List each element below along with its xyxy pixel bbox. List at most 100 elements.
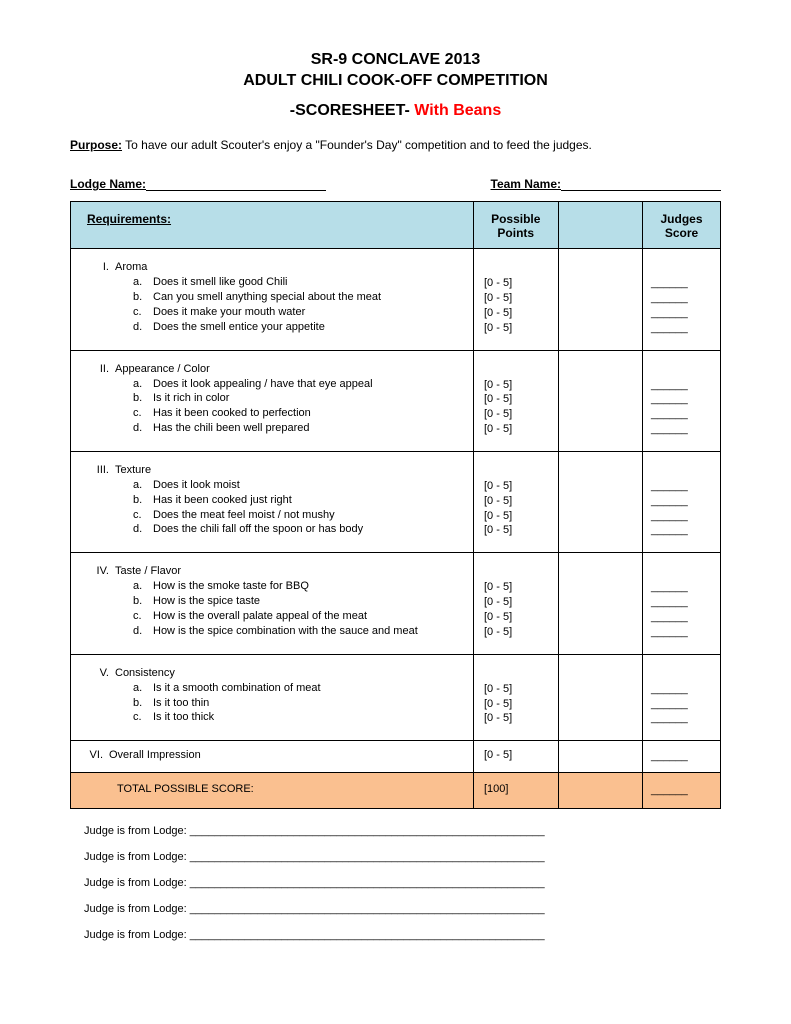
- header-judges-score: Judges Score: [643, 202, 721, 249]
- sub-letter: b.: [133, 594, 153, 609]
- sub-letter: c.: [133, 508, 153, 523]
- judge-label: Judge is from Lodge:: [84, 877, 190, 889]
- subtitle-prefix: -SCORESHEET-: [290, 102, 414, 119]
- sub-letter: c.: [133, 609, 153, 624]
- sub-item: c.How is the overall palate appeal of th…: [133, 609, 463, 624]
- roman-numeral: IV.: [87, 565, 115, 577]
- score-table: Requirements: Possible Points Judges Sco…: [70, 201, 721, 809]
- sub-item: b.Is it too thin: [133, 696, 463, 711]
- score-blank: ______: [651, 625, 714, 640]
- page: SR-9 CONCLAVE 2013 ADULT CHILI COOK-OFF …: [0, 0, 791, 995]
- sub-item: c.Does the meat feel moist / not mushy: [133, 508, 463, 523]
- sub-item: b.Has it been cooked just right: [133, 493, 463, 508]
- sub-text: Does the meat feel moist / not mushy: [153, 508, 335, 523]
- sub-item: d.Does the chili fall off the spoon or h…: [133, 522, 463, 537]
- sub-list: a.How is the smoke taste for BBQb.How is…: [87, 579, 463, 638]
- sub-text: Does it look moist: [153, 478, 240, 493]
- score-blank: ______: [651, 711, 714, 726]
- gap-cell: [558, 654, 643, 741]
- sub-item: a.Does it smell like good Chili: [133, 275, 463, 290]
- roman-numeral: II.: [87, 363, 115, 375]
- purpose: Purpose: To have our adult Scouter's enj…: [70, 138, 721, 154]
- requirement-cell: I.Aromaa.Does it smell like good Chilib.…: [71, 249, 474, 350]
- judge-line: Judge is from Lodge: ___________________…: [70, 825, 721, 837]
- points-range: [0 - 5]: [484, 479, 552, 494]
- section-row: V.Consistency a.Is it a smooth combinatio…: [71, 654, 721, 741]
- requirement-cell: V.Consistency a.Is it a smooth combinatio…: [71, 654, 474, 741]
- sub-text: Has it been cooked to perfection: [153, 406, 311, 421]
- requirement-cell: II.Appearance / Colora.Does it look appe…: [71, 350, 474, 451]
- points-cell: [0 - 5][0 - 5][0 - 5][0 - 5]: [474, 553, 559, 654]
- points-range: [0 - 5]: [484, 682, 552, 697]
- team-name-field: Team Name:: [491, 177, 721, 191]
- requirement-cell: VI.Overall Impression: [71, 741, 474, 773]
- judge-label: Judge is from Lodge:: [84, 929, 190, 941]
- sub-letter: a.: [133, 478, 153, 493]
- points-range: [0 - 5]: [484, 306, 552, 321]
- points-range: [0 - 5]: [484, 494, 552, 509]
- points-cell: [0 - 5][0 - 5][0 - 5]: [474, 654, 559, 741]
- requirement-cell: III.Texture a.Does it look moistb.Has it …: [71, 451, 474, 552]
- sub-item: a.How is the smoke taste for BBQ: [133, 579, 463, 594]
- judge-label: Judge is from Lodge:: [84, 903, 190, 915]
- sub-letter: c.: [133, 305, 153, 320]
- sub-letter: b.: [133, 696, 153, 711]
- title-block: SR-9 CONCLAVE 2013 ADULT CHILI COOK-OFF …: [70, 50, 721, 120]
- header-requirements: Requirements:: [71, 202, 474, 249]
- section-row-overall: VI.Overall Impression [0 - 5] ______: [71, 741, 721, 773]
- points-range: [0 - 5]: [484, 321, 552, 336]
- sub-letter: d.: [133, 421, 153, 436]
- sub-letter: d.: [133, 320, 153, 335]
- sub-text: Does the chili fall off the spoon or has…: [153, 522, 363, 537]
- sub-item: b.Is it rich in color: [133, 391, 463, 406]
- points-range: [0 - 5]: [484, 625, 552, 640]
- subtitle: -SCORESHEET- With Beans: [70, 102, 721, 120]
- gap-cell: [558, 350, 643, 451]
- sub-text: How is the overall palate appeal of the …: [153, 609, 367, 624]
- sub-text: Does it smell like good Chili: [153, 275, 288, 290]
- judges-block: Judge is from Lodge: ___________________…: [70, 825, 721, 941]
- gap-cell: [558, 773, 643, 809]
- sub-text: How is the spice taste: [153, 594, 260, 609]
- sub-item: a.Is it a smooth combination of meat: [133, 681, 463, 696]
- sub-item: d.Does the smell entice your appetite: [133, 320, 463, 335]
- sub-text: Does the smell entice your appetite: [153, 320, 325, 335]
- points-range: [0 - 5]: [484, 580, 552, 595]
- points-range: [0 - 5]: [484, 523, 552, 538]
- judge-fill: ________________________________________…: [190, 851, 545, 863]
- points-range: [0 - 5]: [484, 749, 552, 761]
- roman-numeral: V.: [87, 667, 115, 679]
- total-points-cell: [100]: [474, 773, 559, 809]
- judge-label: Judge is from Lodge:: [84, 851, 190, 863]
- score-blank: ______: [651, 378, 714, 393]
- judge-line: Judge is from Lodge: ___________________…: [70, 903, 721, 915]
- points-cell: [0 - 5]: [474, 741, 559, 773]
- score-blank: ______: [651, 784, 688, 796]
- judge-fill: ________________________________________…: [190, 825, 545, 837]
- score-blank: ______: [651, 407, 714, 422]
- gap-cell: [558, 553, 643, 654]
- category-title: Overall Impression: [109, 749, 201, 761]
- points-range: [0 - 5]: [484, 407, 552, 422]
- category-title: Taste / Flavor: [115, 565, 181, 577]
- judge-line: Judge is from Lodge: ___________________…: [70, 877, 721, 889]
- roman-numeral: III.: [87, 464, 115, 476]
- score-blank: ______: [651, 697, 714, 712]
- category-title: Texture: [115, 464, 151, 476]
- points-range: [0 - 5]: [484, 276, 552, 291]
- score-blank: ______: [651, 523, 714, 538]
- category-title: Consistency: [115, 667, 175, 679]
- score-cell: ________________________: [643, 451, 721, 552]
- sub-text: Is it too thin: [153, 696, 209, 711]
- lodge-name-label: Lodge Name:: [70, 177, 146, 191]
- score-blank: ______: [651, 749, 714, 764]
- sub-letter: d.: [133, 624, 153, 639]
- score-cell: ________________________: [643, 553, 721, 654]
- score-blank: ______: [651, 509, 714, 524]
- judge-line: Judge is from Lodge: ___________________…: [70, 851, 721, 863]
- score-blank: ______: [651, 580, 714, 595]
- points-range: [0 - 5]: [484, 291, 552, 306]
- judge-fill: ________________________________________…: [190, 929, 545, 941]
- sub-letter: a.: [133, 681, 153, 696]
- header-possible-points: Possible Points: [474, 202, 559, 249]
